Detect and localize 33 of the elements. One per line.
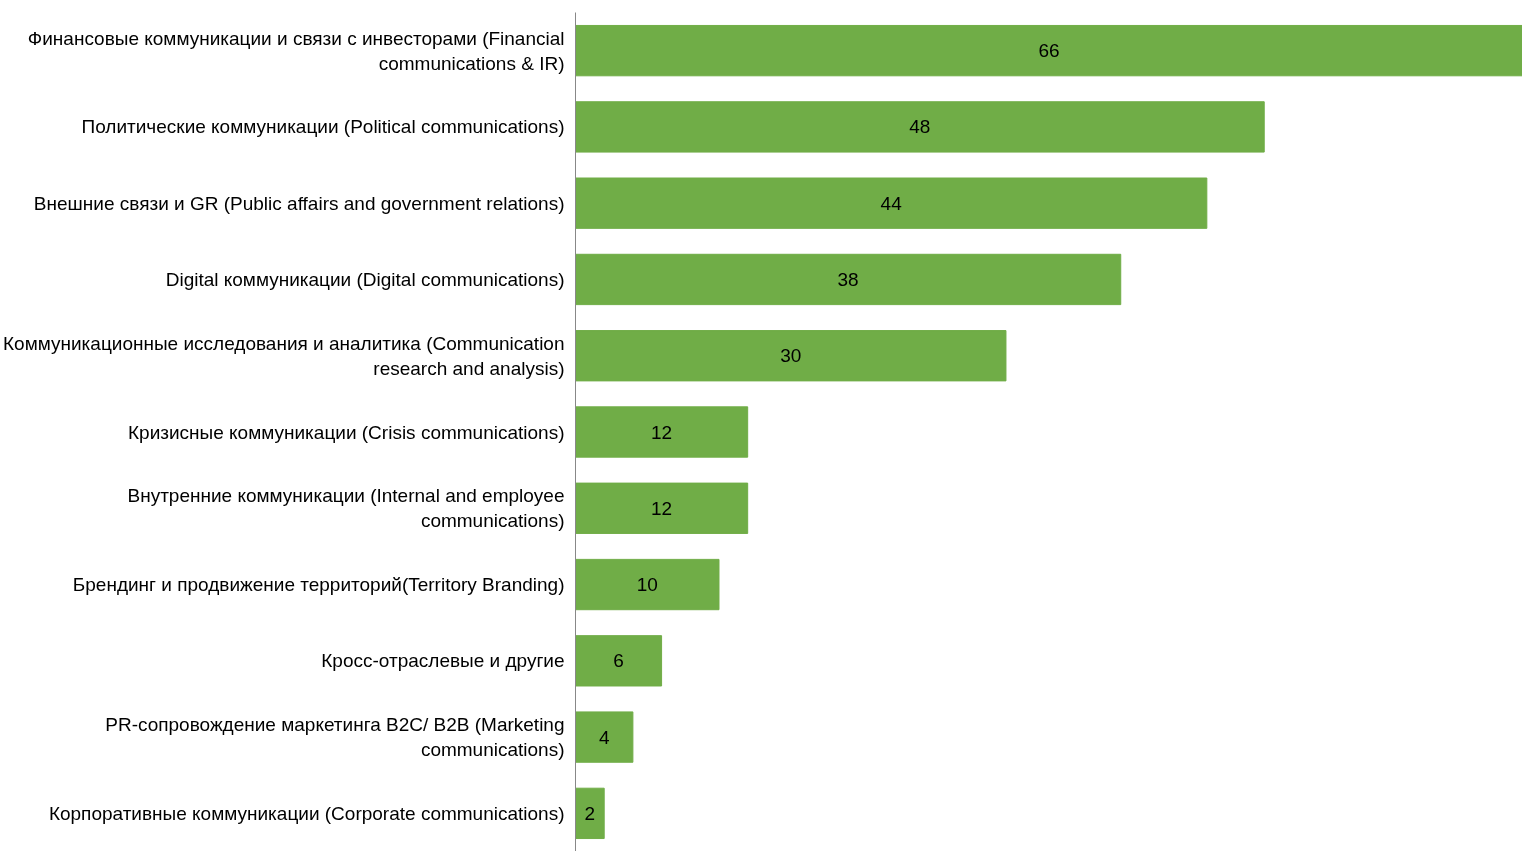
bar	[575, 711, 634, 763]
y-tick-label: Политические коммуникации (Political communications)	[81, 116, 565, 138]
y-tick-label: Финансовые коммуникации и связи с инвесторами (Financial communications & IR)	[27, 27, 565, 74]
data-label: 12	[651, 421, 673, 443]
data-label: 12	[651, 497, 673, 519]
y-tick-label: Внешние связи и GR (Public affairs and government relations)	[33, 192, 565, 214]
y-tick-label: Корпоративные коммуникации (Corporate communications)	[48, 802, 565, 824]
bar	[575, 635, 663, 687]
data-label: 48	[909, 116, 931, 138]
bar	[575, 482, 749, 534]
y-tick-label: Коммуникационные исследования и аналитика (Communication research and analysis)	[3, 332, 565, 379]
bar	[575, 330, 1007, 382]
bar	[575, 253, 1122, 306]
y-tick-label: Брендинг и продвижение территорий(Territory Branding)	[72, 574, 565, 596]
y-tick-label: Внутренние коммуникации (Internal and employee communications)	[127, 485, 565, 532]
y-tick-label: Кризисные коммуникации (Crisis communications)	[128, 421, 565, 443]
bar	[575, 406, 749, 458]
y-tick-label: PR-сопровождение маркетинга B2C/ B2B (Marketing communications)	[105, 713, 565, 761]
data-label: 2	[584, 802, 596, 824]
data-label: 10	[636, 574, 658, 596]
bar	[575, 558, 720, 611]
data-label: 66	[1038, 40, 1060, 62]
data-label: 6	[613, 650, 624, 672]
bar	[575, 177, 1208, 229]
data-label: 44	[880, 192, 903, 214]
data-label: 38	[837, 268, 859, 290]
data-label: 4	[598, 726, 610, 748]
y-tick-label: Digital коммуникации (Digital communications)	[165, 268, 565, 290]
bar	[575, 787, 605, 840]
y-tick-label: Кросс-отраслевые и другие	[321, 650, 565, 672]
bar	[575, 24, 1522, 77]
data-label: 30	[780, 345, 802, 367]
bar	[575, 101, 1265, 153]
